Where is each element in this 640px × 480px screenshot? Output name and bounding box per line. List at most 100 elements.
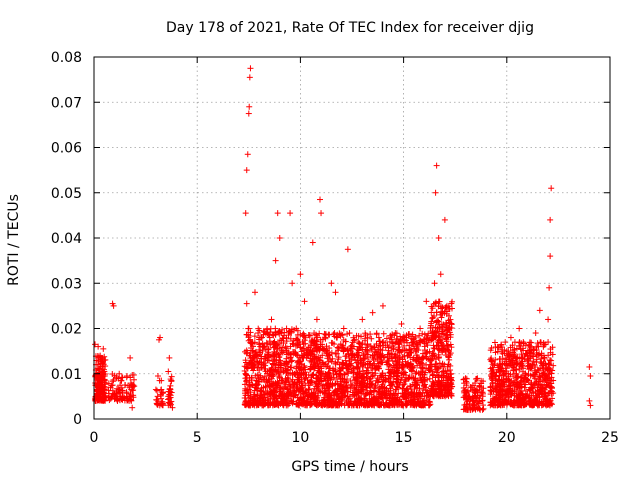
data-point — [282, 361, 289, 368]
data-point — [267, 325, 274, 332]
data-point — [281, 391, 288, 398]
data-point — [287, 383, 294, 390]
data-point — [287, 364, 294, 371]
data-point — [271, 356, 278, 363]
data-point — [254, 387, 261, 394]
data-point — [242, 357, 249, 364]
data-point — [264, 368, 271, 375]
data-point — [250, 367, 257, 374]
data-point — [252, 372, 259, 379]
data-point — [272, 329, 279, 336]
data-point — [94, 365, 101, 372]
data-point — [249, 363, 256, 370]
y-axis-label: ROTI / TECUs — [6, 194, 22, 286]
y-tick-label: 0.05 — [51, 186, 82, 202]
y-tick-label: 0.07 — [51, 95, 82, 111]
data-point — [154, 401, 161, 408]
data-point — [263, 339, 270, 346]
data-point — [288, 351, 295, 358]
data-point — [270, 332, 277, 339]
data-point — [267, 341, 274, 348]
data-point — [260, 331, 267, 338]
data-point — [281, 329, 288, 336]
data-point — [264, 346, 271, 353]
data-point — [279, 376, 286, 383]
data-point — [266, 334, 273, 341]
data-point — [263, 326, 270, 333]
data-point — [287, 343, 294, 350]
data-point — [264, 330, 271, 337]
data-point — [268, 382, 275, 389]
data-point — [277, 337, 284, 344]
data-point — [247, 329, 254, 336]
data-point — [271, 393, 278, 400]
y-tick-label: 0.02 — [51, 322, 82, 338]
data-point — [253, 380, 260, 387]
data-point — [254, 352, 261, 359]
data-point — [247, 389, 254, 396]
data-point — [277, 350, 284, 357]
data-point — [108, 394, 115, 401]
data-point — [267, 371, 274, 378]
data-point — [276, 353, 283, 360]
data-point — [277, 357, 284, 364]
data-point — [131, 383, 138, 390]
data-point — [273, 368, 280, 375]
data-point — [289, 340, 296, 347]
data-point — [293, 335, 300, 342]
data-point — [248, 374, 255, 381]
data-point — [283, 334, 290, 341]
data-point — [254, 401, 261, 408]
data-point — [292, 392, 299, 399]
data-point — [263, 376, 270, 383]
data-point — [272, 392, 279, 399]
data-point — [254, 365, 261, 372]
data-point — [260, 400, 267, 407]
data-point — [242, 385, 249, 392]
data-point — [243, 371, 250, 378]
data-point — [167, 376, 174, 383]
data-point — [116, 370, 123, 377]
data-point — [294, 336, 301, 343]
data-point — [245, 392, 252, 399]
data-point — [275, 364, 282, 371]
data-point — [294, 339, 301, 346]
data-point — [282, 384, 289, 391]
data-point — [167, 392, 174, 399]
data-point — [110, 376, 117, 383]
data-point — [249, 348, 256, 355]
data-point — [255, 325, 262, 332]
y-tick-labels: 0 0.01 0.02 0.03 0.04 0.05 0.06 0.07 0.08 — [51, 50, 82, 428]
data-point — [258, 388, 265, 395]
x-tick-label: 15 — [395, 430, 413, 446]
data-point — [127, 391, 134, 398]
data-point — [243, 331, 250, 338]
data-point — [274, 345, 281, 352]
x-tick-label: 5 — [193, 430, 202, 446]
data-point — [242, 399, 249, 406]
data-point — [252, 348, 259, 355]
x-tick-label: 20 — [498, 430, 516, 446]
data-point — [279, 349, 286, 356]
data-point — [259, 340, 266, 347]
x-axis-label: GPS time / hours — [291, 459, 408, 475]
data-point — [273, 380, 280, 387]
y-tick-label: 0.08 — [51, 50, 82, 66]
data-point — [267, 391, 274, 398]
data-point — [270, 372, 277, 379]
data-point — [166, 391, 173, 398]
data-point — [261, 373, 268, 380]
data-point — [94, 386, 101, 393]
data-point — [293, 401, 300, 408]
data-point — [119, 387, 126, 394]
data-point — [114, 385, 121, 392]
chart-title: Day 178 of 2021, Rate Of TEC Index for r… — [166, 20, 534, 36]
data-point — [290, 393, 297, 400]
data-point — [288, 358, 295, 365]
data-points — [92, 65, 594, 413]
y-tick-label: 0 — [73, 412, 82, 428]
data-point — [292, 342, 299, 349]
data-point — [265, 345, 272, 352]
data-point — [284, 402, 291, 409]
